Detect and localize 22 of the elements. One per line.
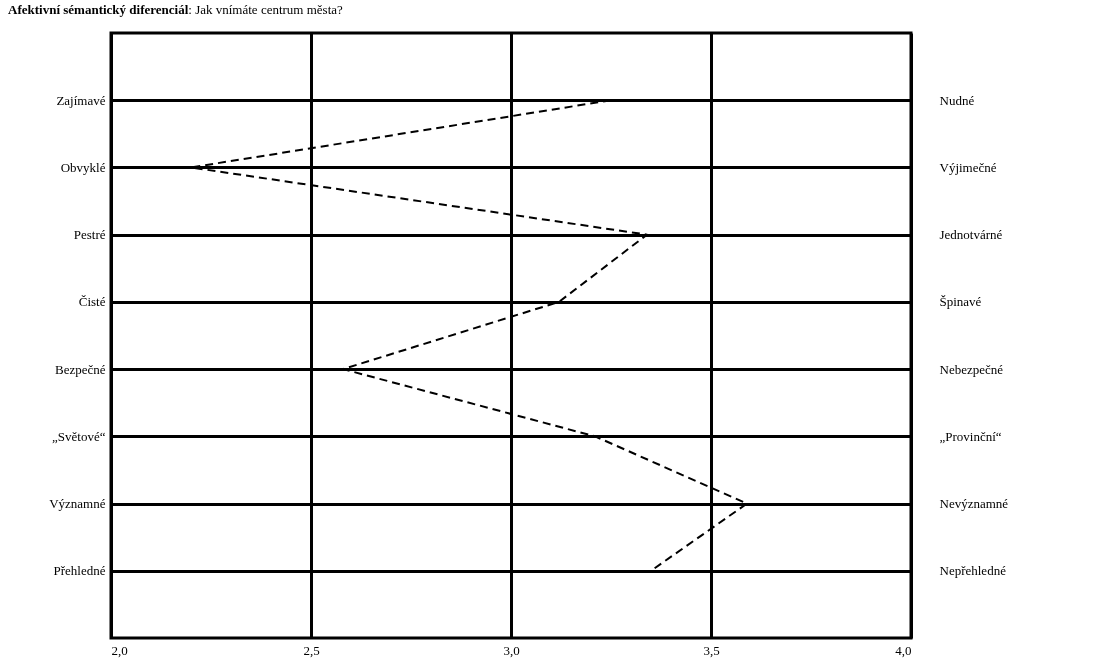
chart-title: Afektivní sémantický diferenciál: Jak vnímáte centrum města?: [8, 2, 343, 18]
y-tick-label: Obvyklé: [60, 159, 106, 175]
y2-tick-label: Jednotvárné: [939, 227, 1003, 243]
x-tick-label: 2,5: [303, 642, 320, 658]
y-tick-label: Čisté: [78, 294, 106, 310]
y-tick-label: Bezpečné: [54, 361, 106, 377]
x-tick-label: 3,5: [703, 642, 720, 658]
x-tick-label: 4,0: [895, 642, 912, 658]
y2-tick-label: „Provinční“: [939, 428, 1002, 444]
y-tick-label: Pestré: [73, 227, 106, 243]
y-tick-label: Přehledné: [53, 563, 106, 579]
y2-tick-label: Špinavé: [939, 294, 982, 310]
y-tick-label: Významné: [49, 496, 106, 512]
y-tick-label: Zajímavé: [56, 92, 106, 108]
y-tick-label: „Světové“: [52, 428, 106, 444]
y2-tick-label: Nevýznamné: [939, 496, 1009, 512]
y2-tick-label: Výjimečné: [939, 159, 997, 175]
y2-tick-label: Nebezpečné: [939, 361, 1004, 377]
y2-tick-label: Nudné: [939, 92, 975, 108]
x-tick-label: 3,0: [503, 642, 520, 658]
x-tick-label: 2,0: [111, 642, 128, 658]
y2-tick-label: Nepřehledné: [939, 563, 1007, 579]
